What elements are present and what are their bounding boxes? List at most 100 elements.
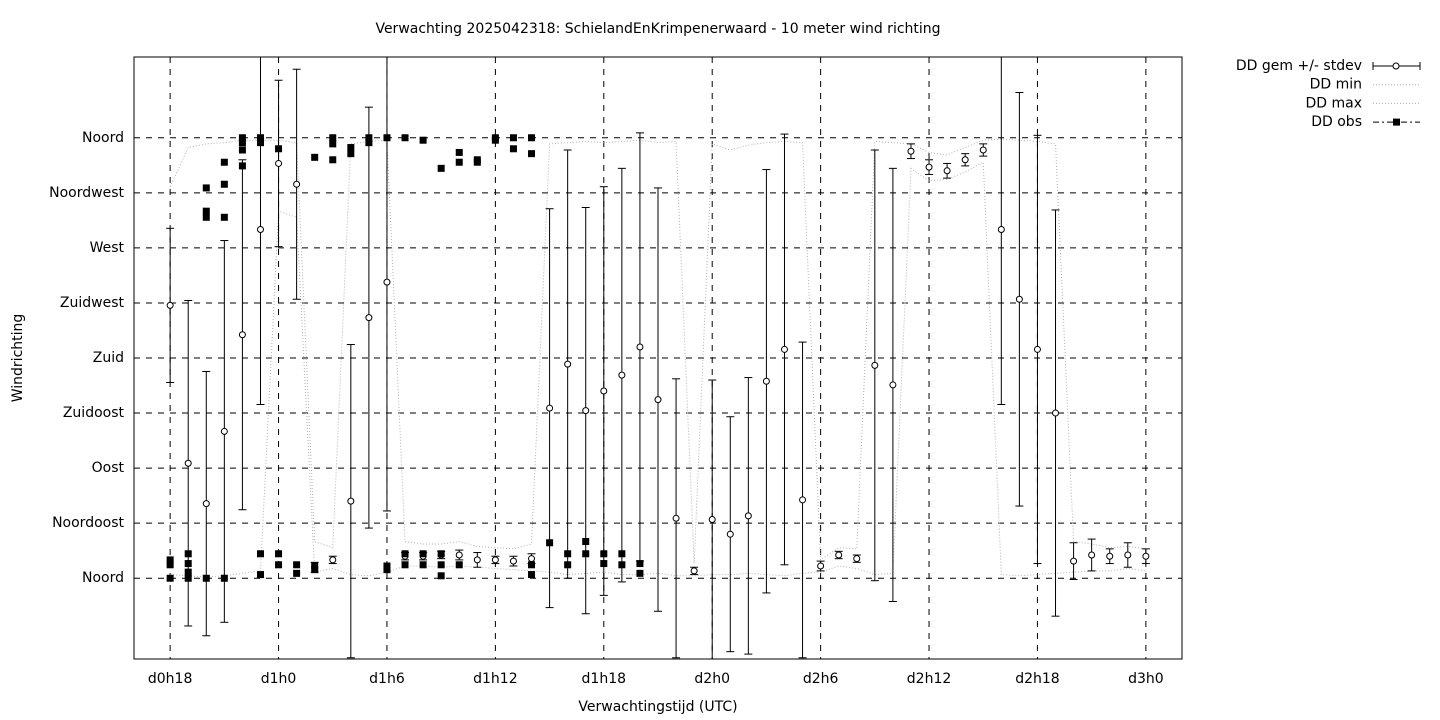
obs-point (491, 136, 499, 144)
obs-point (528, 561, 536, 569)
mean-point (799, 496, 807, 504)
mean-point (383, 278, 391, 286)
y-axis-label: Windrichting (10, 314, 26, 403)
obs-point (564, 561, 572, 569)
plot-border (133, 56, 1183, 660)
mean-point (1124, 551, 1132, 559)
mean-point (256, 226, 264, 234)
mean-point (166, 301, 174, 309)
obs-point (618, 561, 626, 569)
obs-point (437, 550, 445, 558)
obs-point (618, 550, 626, 558)
x-tick-label: d1h0 (261, 671, 297, 687)
obs-point (437, 164, 445, 172)
x-tick-label: d1h18 (582, 671, 626, 687)
obs-point (582, 550, 590, 558)
obs-point (311, 562, 319, 570)
mean-point (1052, 409, 1060, 417)
mean-point (528, 555, 536, 563)
mean-point (618, 371, 626, 379)
mean-point (690, 567, 698, 575)
obs-point (365, 139, 373, 147)
mean-point (871, 361, 879, 369)
obs-point (329, 156, 337, 164)
obs-point (202, 213, 210, 221)
mean-point (546, 404, 554, 412)
mean-point (762, 377, 770, 385)
obs-point (202, 207, 210, 215)
obs-point (473, 158, 481, 166)
y-tick-label: Noordoost (52, 515, 124, 531)
mean-point (365, 314, 373, 322)
x-tick-label: d2h0 (694, 671, 730, 687)
obs-point (256, 139, 264, 147)
mean-point (672, 514, 680, 522)
legend-label: DD max (1305, 95, 1362, 111)
obs-point (636, 569, 644, 577)
legend-swatch (1393, 118, 1400, 126)
obs-point (238, 146, 246, 154)
obs-point (311, 566, 319, 574)
mean-point (455, 551, 463, 559)
obs-point (184, 560, 192, 568)
obs-point (600, 550, 608, 558)
mean-point (491, 556, 499, 564)
mean-point (997, 226, 1005, 234)
obs-point (401, 550, 409, 558)
obs-point (166, 556, 174, 564)
obs-point (455, 158, 463, 166)
obs-point (293, 569, 301, 577)
x-tick-label: d3h0 (1128, 671, 1164, 687)
mean-point (293, 180, 301, 188)
x-tick-label: d2h6 (803, 671, 839, 687)
y-tick-label: Zuid (93, 350, 124, 366)
mean-point (1106, 552, 1114, 560)
mean-point (1142, 552, 1150, 560)
mean-point (1033, 345, 1041, 353)
mean-point (1070, 557, 1078, 565)
obs-point (636, 560, 644, 568)
obs-point (166, 574, 174, 582)
mean-point (275, 159, 283, 167)
obs-point (437, 561, 445, 569)
obs-point (437, 572, 445, 580)
obs-point (329, 134, 337, 142)
mean-point (780, 345, 788, 353)
mean-point (1015, 295, 1023, 303)
mean-point (726, 530, 734, 538)
obs-point (220, 180, 228, 188)
obs-point (564, 550, 572, 558)
mean-point (889, 381, 897, 389)
legend: DD gem +/- stdev DD min DD max DD obs (1236, 58, 1421, 130)
obs-point (220, 574, 228, 582)
mean-point (202, 500, 210, 508)
obs-point (455, 148, 463, 156)
obs-point (455, 561, 463, 569)
obs-point (401, 134, 409, 142)
mean-point (473, 556, 481, 564)
mean-point (509, 557, 517, 565)
obs-point (275, 561, 283, 569)
legend-swatch (1392, 62, 1400, 70)
y-tick-label: Zuidwest (60, 295, 125, 311)
y-tick-label: Noord (82, 130, 124, 146)
mean-point (564, 360, 572, 368)
obs-point (419, 561, 427, 569)
obs-point (347, 150, 355, 158)
obs-point (256, 571, 264, 579)
obs-point (347, 144, 355, 152)
mean-point (582, 407, 590, 415)
range-line (170, 161, 1146, 578)
y-tick-label: Noord (82, 570, 124, 586)
mean-point (329, 556, 337, 564)
obs-point (528, 134, 536, 142)
legend-label: DD gem +/- stdev (1236, 58, 1362, 74)
chart-title: Verwachting 2025042318: SchielandEnKrimp… (375, 21, 940, 37)
obs-point (238, 139, 246, 147)
obs-point (383, 134, 391, 142)
mean-point (600, 387, 608, 395)
obs-point (184, 574, 192, 582)
obs-point (582, 538, 590, 546)
mean-point (654, 396, 662, 404)
